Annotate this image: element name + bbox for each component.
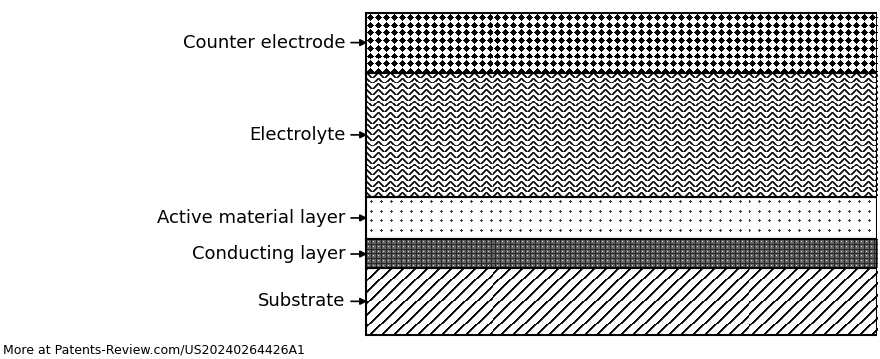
Text: Counter electrode: Counter electrode xyxy=(183,34,346,52)
Bar xyxy=(366,197,877,239)
Bar xyxy=(366,73,877,197)
Bar xyxy=(366,13,877,73)
Text: Active material layer: Active material layer xyxy=(158,209,346,227)
Text: Substrate: Substrate xyxy=(258,292,346,310)
Text: Electrolyte: Electrolyte xyxy=(249,126,346,144)
Bar xyxy=(366,268,877,335)
Text: Conducting layer: Conducting layer xyxy=(192,245,346,263)
Text: More at Patents-Review.com/US20240264426A1: More at Patents-Review.com/US20240264426… xyxy=(3,343,304,356)
Bar xyxy=(366,239,877,268)
